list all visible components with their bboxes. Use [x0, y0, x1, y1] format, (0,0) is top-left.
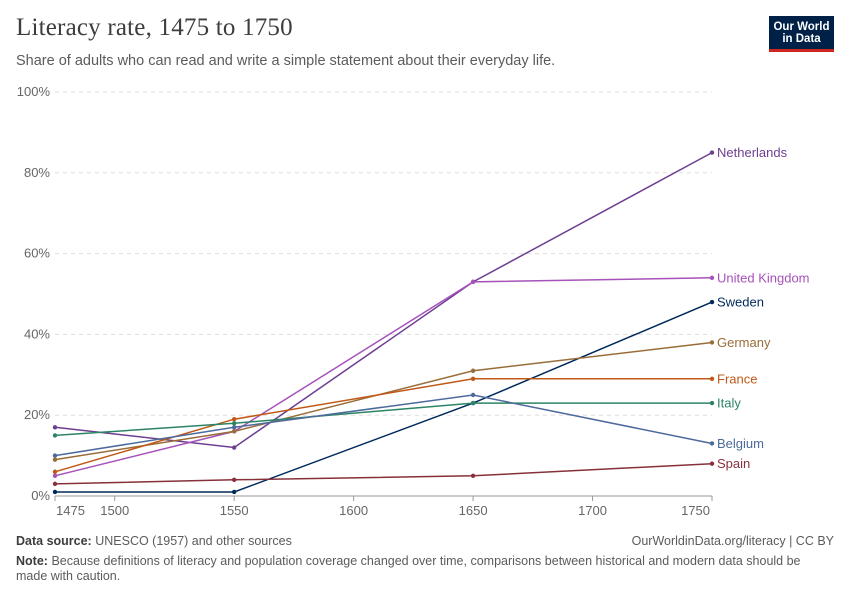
- series-line[interactable]: [54, 341, 713, 461]
- series-line[interactable]: [55, 301, 713, 493]
- series-spain[interactable]: Spain: [52, 456, 750, 487]
- x-tick-label: 1700: [578, 503, 607, 518]
- note-label: Note:: [16, 554, 48, 568]
- x-axis: 1475 1500 1550 1600 1650 1700 1750: [54, 496, 713, 518]
- data-point[interactable]: [470, 392, 476, 398]
- series-label: Germany: [717, 335, 771, 350]
- series-line[interactable]: [54, 151, 713, 449]
- chart-title: Literacy rate, 1475 to 1750: [16, 14, 293, 41]
- data-point[interactable]: [709, 376, 715, 382]
- data-point[interactable]: [52, 489, 58, 495]
- chart-subtitle: Share of adults who can read and write a…: [16, 53, 556, 69]
- data-point[interactable]: [231, 429, 237, 434]
- series-france[interactable]: France: [52, 371, 758, 474]
- source-label: Data source:: [16, 534, 92, 548]
- data-point[interactable]: [52, 433, 58, 438]
- y-tick-label: 100%: [17, 84, 51, 99]
- owid-logo[interactable]: Our World in Data: [769, 16, 834, 52]
- series-netherlands[interactable]: Netherlands: [52, 145, 788, 450]
- y-tick-label: 0%: [31, 488, 50, 503]
- x-tick-label: 1500: [100, 503, 129, 518]
- data-point[interactable]: [709, 299, 715, 305]
- data-point[interactable]: [52, 473, 58, 478]
- data-point[interactable]: [470, 473, 476, 478]
- y-tick-label: 40%: [24, 326, 50, 341]
- data-point[interactable]: [52, 453, 58, 458]
- y-tick-label: 20%: [24, 407, 50, 422]
- data-point[interactable]: [470, 400, 476, 406]
- series-line[interactable]: [54, 402, 712, 437]
- data-point[interactable]: [231, 421, 237, 426]
- data-point[interactable]: [709, 340, 715, 345]
- data-point[interactable]: [52, 425, 58, 430]
- data-point[interactable]: [709, 461, 715, 466]
- series-line[interactable]: [54, 394, 713, 457]
- source-row: Data source: UNESCO (1957) and other sou…: [16, 534, 834, 548]
- data-point[interactable]: [52, 469, 58, 474]
- data-point[interactable]: [709, 400, 715, 406]
- x-tick-label: 1475: [56, 503, 85, 518]
- x-tick-label: 1600: [339, 503, 368, 518]
- data-point[interactable]: [470, 279, 476, 285]
- data-point[interactable]: [231, 417, 237, 422]
- data-point[interactable]: [709, 150, 715, 155]
- data-point[interactable]: [231, 489, 237, 495]
- line-chart: 1475 1500 1550 1600 1650 1700 1750 0% 20% 40% 60%…: [17, 84, 810, 518]
- series-united-kingdom[interactable]: United Kingdom: [52, 270, 810, 478]
- credit-link[interactable]: OurWorldinData.org/literacy | CC BY: [631, 534, 834, 548]
- data-point[interactable]: [231, 445, 237, 450]
- series-belgium[interactable]: Belgium: [52, 392, 764, 458]
- data-point[interactable]: [231, 477, 237, 483]
- series-line[interactable]: [54, 277, 713, 477]
- data-point[interactable]: [231, 425, 237, 430]
- y-axis: 0% 20% 40% 60% 80% 100%: [17, 84, 51, 503]
- data-point[interactable]: [470, 376, 476, 382]
- series-label: United Kingdom: [717, 270, 810, 285]
- data-point[interactable]: [709, 441, 715, 446]
- series-label: Belgium: [717, 436, 764, 451]
- y-tick-label: 60%: [24, 246, 50, 261]
- x-tick-label: 1750: [681, 503, 710, 518]
- series-label: Spain: [717, 456, 750, 471]
- x-tick-label: 1550: [220, 503, 249, 518]
- series-line[interactable]: [54, 462, 713, 485]
- series-group: Netherlands United Kingdom Sweden Germany Fr…: [52, 145, 810, 495]
- series-label: Italy: [717, 396, 741, 411]
- data-point[interactable]: [470, 368, 476, 373]
- grid: [55, 91, 712, 497]
- series-label: France: [717, 371, 757, 386]
- note-text: Because definitions of literacy and popu…: [16, 554, 801, 583]
- logo-line-1: Our World: [773, 21, 830, 33]
- data-point[interactable]: [52, 457, 58, 462]
- series-germany[interactable]: Germany: [52, 335, 771, 462]
- y-tick-label: 80%: [24, 165, 50, 180]
- logo-line-2: in Data: [782, 33, 821, 45]
- series-line[interactable]: [54, 378, 712, 473]
- series-italy[interactable]: Italy: [52, 396, 742, 438]
- series-label: Sweden: [717, 295, 764, 310]
- data-point[interactable]: [709, 275, 715, 281]
- x-tick-label: 1650: [459, 503, 488, 518]
- data-point[interactable]: [52, 481, 58, 487]
- source-text: UNESCO (1957) and other sources: [95, 534, 292, 548]
- series-sweden[interactable]: Sweden: [52, 295, 764, 495]
- series-label: Netherlands: [717, 145, 788, 160]
- note: Note: Because definitions of literacy an…: [16, 554, 834, 584]
